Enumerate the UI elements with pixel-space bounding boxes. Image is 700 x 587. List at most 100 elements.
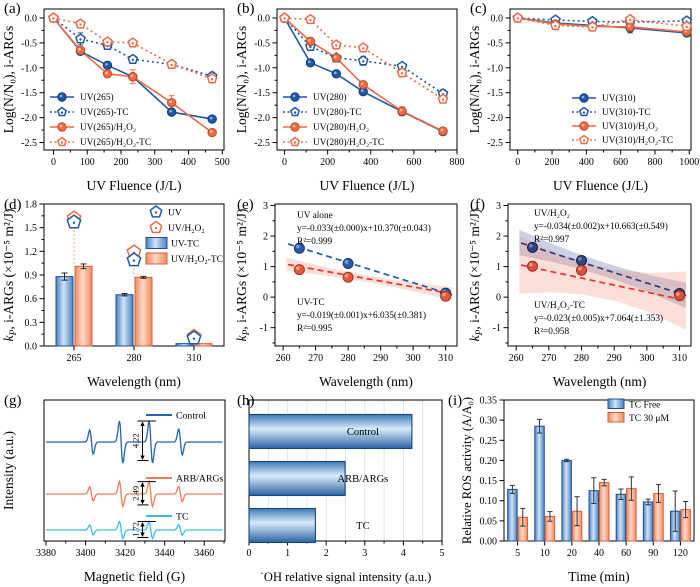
legend-label: UV(310)-TC: [602, 107, 651, 118]
y-tick-label: 1.2: [25, 247, 38, 258]
legend-label: UV/H₂O₂-TC: [171, 255, 223, 265]
x-tick-label: 3440: [155, 548, 175, 559]
amplitude-annotation: 2.49: [131, 486, 141, 501]
x-tick-label: 600: [613, 157, 628, 168]
y-tick-label: -2.5: [487, 138, 503, 149]
fit-line: [520, 264, 687, 302]
panel-label-c: (c): [470, 1, 487, 17]
y-tick-label: -1: [260, 323, 268, 334]
panel-h-chart: 0 1 2 3 4 5 ˙OH relative signal intensity (a.u…: [247, 399, 445, 584]
x-tick-label: 0: [515, 157, 520, 168]
x-tick-label: 0: [282, 157, 287, 168]
x-tick-label: 200: [320, 157, 335, 168]
x-tick-label: 300: [639, 353, 654, 364]
x-tick-label: 280: [127, 353, 142, 364]
y-tick-label: 0.00: [480, 537, 498, 548]
pentagon-marker: [186, 330, 202, 345]
y-tick-label: -0.5: [487, 38, 503, 49]
panel-i-chart: 0.00 0.05 0.10 0.15 0.20 0.25 0.30 0.35 5 10 20 40 6…: [460, 396, 695, 584]
annotation-text: R²=0.995: [297, 324, 333, 334]
legend-label: UV-TC: [171, 239, 199, 249]
legend-label: UV(280): [313, 92, 347, 103]
circle-marker: [438, 126, 448, 136]
panel-d: 0.0 0.3 0.6 0.9 1.2 1.5 1.8 265 280 310 Wavelength…: [0, 196, 233, 392]
sphere-marker: [342, 258, 354, 270]
y-tick-label: 0.35: [480, 396, 498, 407]
y-tick-label: -2.5: [21, 138, 37, 149]
legend-label: UV(310): [602, 93, 636, 104]
bar: [115, 294, 134, 347]
sphere-marker: [293, 264, 305, 276]
circle-marker: [290, 122, 300, 132]
y-tick-label: -1.5: [21, 88, 37, 99]
annotation-text: y=-0.033(±0.000)x+10.370(±0.043): [297, 223, 431, 234]
annotation-text: y=-0.019(±0.001)x+6.035(±0.381): [297, 310, 426, 321]
x-tick-label: 290: [373, 353, 388, 364]
fit-line: [287, 263, 453, 295]
y-axis-label: Relative ROS activity (A/A₀): [460, 397, 474, 544]
panel-f-chart: 260 270 280 290 300 310 -1 0 1 2 3 Wavelength (nm) k…: [467, 201, 692, 389]
y-tick-label: 0.3: [25, 318, 38, 329]
y-tick-label: 0.15: [480, 476, 498, 487]
y-tick-label: 1.5: [25, 223, 38, 234]
panel-b-chart: 0 200 400 600 800 0.0 -0.5 -1.0 -1.5 -2.0 -2.5 UV F…: [234, 8, 465, 193]
amplitude-annotation: 4.22: [131, 433, 141, 448]
panel-label-d: (d): [4, 197, 22, 213]
circle-marker: [166, 107, 177, 117]
y-tick-label: 2: [496, 232, 501, 243]
x-axis-label: Wavelength (nm): [87, 374, 181, 389]
panel-label-g: (g): [4, 393, 22, 409]
panel-c: 0 200 400 600 800 1000 0.0 -0.5 -1.0 -1.5 -2.0 -2.5…: [466, 0, 700, 196]
x-tick-label: 3: [362, 548, 367, 559]
legend-label: UV(265)/H₂O₂-TC: [80, 137, 151, 148]
y-tick-label: 2: [263, 232, 268, 243]
annotation-text: UV-TC: [297, 298, 325, 308]
x-tick-label: 100: [80, 157, 95, 168]
x-tick-label: 3400: [76, 548, 96, 559]
y-axis-label: Intensity (a.u.): [1, 431, 16, 510]
x-tick-label: 270: [308, 353, 323, 364]
legend-label: UV(310)/H₂O₂: [602, 121, 658, 132]
annotation-text: R²=0.999: [297, 237, 333, 247]
y-tick-label: -1.0: [254, 63, 270, 74]
bar: [55, 276, 74, 347]
panel-a: 0 100 200 300 400 500 0.0 -0.5 -1.0 -1.5 -2.0 -2.5 U…: [0, 0, 233, 196]
legend-label: UV(280)-TC: [313, 107, 362, 118]
bar: [248, 460, 346, 497]
legend-label: TC 30 μM: [629, 414, 669, 424]
bar: [248, 507, 316, 544]
y-axis-label: kP, i-ARGs (×10⁻⁵ m²/J): [234, 209, 252, 342]
circle-marker: [128, 72, 138, 82]
plot-frame: [507, 203, 692, 347]
legend-label: UV(265): [80, 92, 114, 103]
annotation-text: UV/H₂O₂: [534, 209, 570, 219]
circle-marker: [579, 121, 589, 131]
bar: [134, 276, 153, 347]
y-tick-label: 0.9: [25, 271, 38, 282]
y-tick-label: -2.0: [21, 113, 37, 124]
legend-label: TC: [176, 511, 189, 522]
pentagon-marker: [66, 214, 82, 229]
y-tick-label: -1.0: [21, 63, 37, 74]
panel-a-chart: 0 100 200 300 400 500 0.0 -0.5 -1.0 -1.5 -2.0 -2.5 U…: [1, 8, 230, 193]
x-tick-label: 5: [515, 548, 520, 559]
bar: [194, 343, 213, 347]
plot-frame: [509, 8, 692, 151]
circle-marker: [75, 45, 86, 56]
x-axis-label: UV Fluence (J/L): [553, 178, 648, 193]
y-axis-label: kP, i-ARGs (×10⁻⁵ m²/J): [1, 209, 19, 342]
panel-e: 260 270 280 290 300 310 -1 0 1 2 3 Wavelength (nm) k…: [233, 196, 466, 392]
sphere-marker: [674, 290, 686, 302]
sphere-marker: [527, 260, 539, 272]
panel-i: 0.00 0.05 0.10 0.15 0.20 0.25 0.30 0.35 5 10 20 40 6…: [458, 392, 700, 587]
annotation-text: R²=0.958: [534, 327, 570, 337]
panel-label-i: (i): [448, 393, 463, 409]
x-tick-label: 310: [438, 353, 453, 364]
x-axis-label: UV Fluence (J/L): [87, 178, 182, 193]
bar: [615, 493, 627, 542]
x-tick-label: 1000: [679, 157, 699, 168]
panel-g: 3380 3400 3420 3440 3460 Magnetic field (G) In…: [0, 392, 233, 587]
y-tick-label: 0: [263, 293, 268, 304]
x-tick-label: 265: [67, 353, 82, 364]
legend-label: UV/H₂O₂: [168, 224, 205, 234]
